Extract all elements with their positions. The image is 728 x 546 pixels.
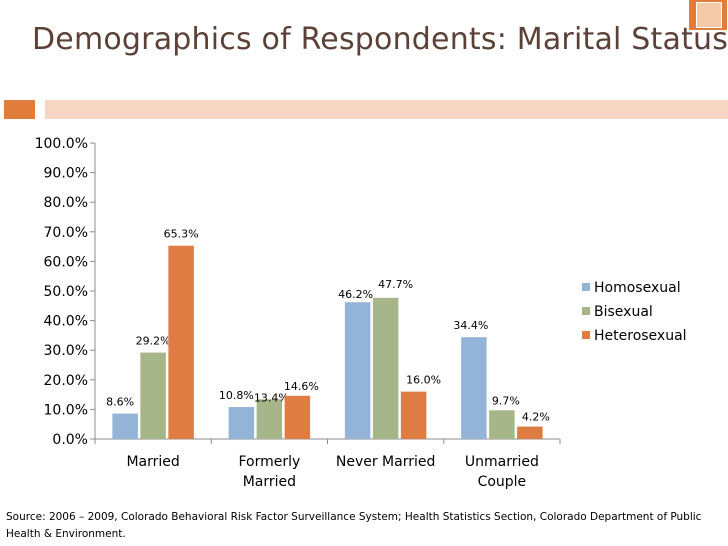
title-rule bbox=[45, 100, 728, 119]
corner-badge-inner bbox=[696, 2, 722, 28]
y-tick-label: 80.0% bbox=[44, 195, 88, 211]
legend-swatch-heterosexual bbox=[582, 331, 590, 339]
y-tick-label: 30.0% bbox=[44, 343, 88, 359]
x-tick-label: Couple bbox=[478, 474, 527, 490]
data-label: 65.3% bbox=[164, 228, 199, 241]
bar-homosexual-3 bbox=[461, 337, 487, 439]
data-label: 13.4% bbox=[254, 391, 289, 404]
data-label: 29.2% bbox=[136, 335, 171, 348]
x-tick-label: Formerly bbox=[238, 454, 300, 470]
source-note: Source: 2006 – 2009, Colorado Behavioral… bbox=[6, 511, 702, 540]
bar-bisexual-0 bbox=[140, 352, 166, 439]
data-label: 9.7% bbox=[492, 394, 520, 407]
bar-heterosexual-1 bbox=[284, 395, 311, 439]
data-label: 10.8% bbox=[219, 389, 254, 402]
y-tick-label: 10.0% bbox=[44, 402, 88, 418]
y-tick-label: 20.0% bbox=[44, 373, 88, 389]
title-rule-accent bbox=[4, 100, 35, 119]
page-title: Demographics of Respondents: Marital Sta… bbox=[32, 22, 728, 57]
bar-bisexual-1 bbox=[256, 399, 283, 439]
y-tick-label: 50.0% bbox=[44, 284, 88, 300]
y-tick-label: 90.0% bbox=[44, 166, 88, 182]
legend-swatch-homosexual bbox=[582, 283, 590, 291]
legend-label: Heterosexual bbox=[594, 328, 687, 344]
y-tick-label: 60.0% bbox=[44, 254, 88, 270]
data-label: 14.6% bbox=[284, 380, 319, 393]
y-tick-label: 0.0% bbox=[52, 432, 88, 448]
x-tick-label: Never Married bbox=[336, 454, 436, 470]
bar-bisexual-3 bbox=[489, 410, 515, 439]
data-label: 47.7% bbox=[378, 278, 413, 291]
corner-badge bbox=[689, 0, 727, 30]
data-label: 4.2% bbox=[522, 411, 550, 424]
bar-heterosexual-0 bbox=[168, 245, 194, 439]
x-tick-label: Unmarried bbox=[465, 454, 539, 470]
bar-chart: 0.0% 10.0% 20.0% 30.0% 40.0% 50.0% 60.0% 70.0% 8… bbox=[35, 136, 687, 490]
bar-homosexual-1 bbox=[228, 407, 255, 439]
legend-label: Bisexual bbox=[594, 304, 653, 320]
x-tick-label: Married bbox=[126, 454, 179, 470]
legend-swatch-bisexual bbox=[582, 307, 590, 315]
y-tick-label: 100.0% bbox=[35, 136, 88, 152]
data-label: 34.4% bbox=[453, 319, 488, 332]
bar-heterosexual-3 bbox=[517, 426, 543, 439]
y-tick-label: 40.0% bbox=[44, 314, 88, 330]
bar-homosexual-2 bbox=[344, 302, 371, 439]
legend-label: Homosexual bbox=[594, 280, 681, 296]
x-tick-label: Married bbox=[243, 474, 296, 490]
y-tick-label: 70.0% bbox=[44, 225, 88, 241]
bar-heterosexual-2 bbox=[400, 391, 427, 439]
bar-bisexual-2 bbox=[372, 297, 399, 439]
data-label: 8.6% bbox=[106, 396, 134, 409]
data-label: 46.2% bbox=[338, 288, 373, 301]
data-label: 16.0% bbox=[406, 374, 441, 387]
bar-homosexual-0 bbox=[112, 413, 138, 439]
